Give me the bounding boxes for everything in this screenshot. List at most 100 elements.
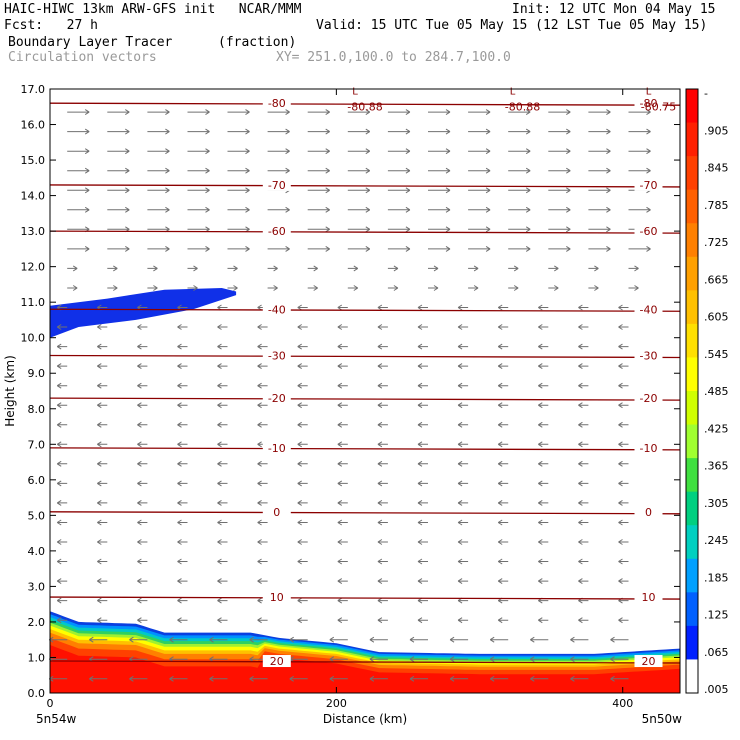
- vector-arrow: [347, 265, 359, 272]
- contour-label-20: 20: [270, 655, 284, 668]
- vector-arrow: [257, 363, 268, 370]
- xy-range: XY= 251.0,100.0 to 284.7,100.0: [276, 50, 511, 65]
- vector-arrow: [337, 480, 348, 487]
- y-tick-label: 3.0: [28, 580, 46, 593]
- vector-arrow: [628, 148, 651, 155]
- vector-arrow: [457, 421, 469, 428]
- vector-arrow: [217, 578, 228, 585]
- contour-line--60: [49, 230, 681, 234]
- vector-arrow: [257, 382, 268, 389]
- vector-arrow: [497, 539, 509, 545]
- upper-tracer-band: [50, 288, 237, 338]
- colorbar-swatch: [686, 89, 698, 124]
- colorbar-label: .905: [704, 124, 729, 137]
- vector-arrow: [347, 167, 371, 174]
- vector-arrow: [538, 441, 549, 448]
- contour-label-bg: [634, 97, 663, 110]
- vector-arrow: [337, 558, 348, 565]
- vector-arrow: [67, 128, 90, 135]
- colorbar-swatch: [686, 458, 698, 493]
- vector-arrow: [56, 324, 68, 330]
- colorbar-swatch: [686, 625, 698, 660]
- vector-arrow: [217, 363, 228, 370]
- vector-arrow: [377, 304, 388, 311]
- contour-label--60: -60: [268, 225, 286, 238]
- vector-arrow: [377, 382, 388, 389]
- colorbar-label: .725: [704, 236, 729, 249]
- vector-arrow: [538, 558, 549, 565]
- vector-arrow: [538, 578, 549, 585]
- vector-arrow: [107, 206, 130, 213]
- vector-arrow: [538, 324, 549, 330]
- contour-label--70: -70: [268, 179, 286, 192]
- contour-label--40: -40: [268, 303, 286, 316]
- vector-arrow: [97, 441, 108, 448]
- vector-arrow: [417, 617, 428, 624]
- vector-arrow: [417, 480, 428, 487]
- vector-arrow: [187, 285, 198, 291]
- vector-arrow: [369, 656, 388, 663]
- y-tick-label: 11.0: [21, 296, 46, 309]
- vector-arrow: [56, 441, 68, 448]
- vector-arrow: [618, 363, 629, 370]
- vector-arrow: [538, 460, 549, 467]
- y-tick-label: 9.0: [28, 367, 46, 380]
- vector-arrow: [97, 363, 108, 370]
- vector-arrow: [570, 656, 589, 663]
- colorbar-label: .425: [704, 422, 729, 435]
- vector-arrow: [578, 480, 589, 487]
- vector-arrow: [628, 109, 651, 116]
- vector-arrow: [227, 245, 250, 252]
- vector-arrow: [347, 206, 371, 213]
- vector-arrow: [377, 519, 388, 526]
- vector-arrow: [530, 636, 549, 643]
- plot-background: [50, 89, 680, 693]
- vector-arrow: [187, 128, 210, 135]
- vector-arrow: [227, 265, 238, 272]
- contour-label-bg: [634, 441, 663, 454]
- vector-arrow: [297, 324, 308, 330]
- vector-arrow: [257, 519, 268, 526]
- contour-label-right--10: -10: [640, 442, 658, 455]
- vector-arrow: [417, 558, 428, 565]
- vector-arrow: [570, 636, 589, 643]
- vector-arrow: [588, 128, 611, 135]
- contour-line-20: [49, 660, 681, 664]
- vector-arrow: [588, 167, 611, 174]
- x-tick-label: 0: [47, 697, 54, 710]
- vector-arrow: [538, 402, 549, 409]
- vector-arrow: [97, 519, 108, 526]
- vector-arrow: [508, 167, 531, 174]
- colorbar-swatch: [686, 491, 698, 526]
- vector-arrow: [137, 578, 148, 585]
- vector-arrow: [97, 558, 108, 565]
- vector-arrow: [508, 285, 519, 291]
- vector-arrow: [347, 187, 371, 194]
- vector-arrow: [56, 578, 68, 585]
- vector-arrow: [56, 617, 68, 624]
- vector-arrow: [67, 285, 78, 291]
- vector-arrow: [329, 636, 348, 643]
- vector-arrow: [377, 539, 388, 545]
- vector-arrow: [497, 460, 509, 467]
- vector-arrow: [107, 109, 130, 116]
- vector-arrow: [56, 519, 68, 526]
- vector-arrow: [56, 382, 68, 389]
- y-tick-label: 4.0: [28, 545, 46, 558]
- vector-arrow: [369, 636, 388, 643]
- vector-arrow: [377, 558, 388, 565]
- vector-arrow: [177, 324, 188, 330]
- vector-arrow: [67, 265, 78, 272]
- vector-arrow: [578, 421, 589, 428]
- vector-arrow: [89, 636, 108, 643]
- vector-arrow: [289, 636, 308, 643]
- contour-line-0: [49, 511, 681, 515]
- vector-arrow: [610, 636, 629, 643]
- vector-arrow: [137, 363, 148, 370]
- vector-arrow: [377, 363, 388, 370]
- vector-arrow: [468, 109, 491, 116]
- vector-arrow: [227, 148, 250, 155]
- vector-arrow: [217, 499, 228, 506]
- vector-arrow: [137, 519, 148, 526]
- y-tick-label: 0.0: [28, 687, 46, 700]
